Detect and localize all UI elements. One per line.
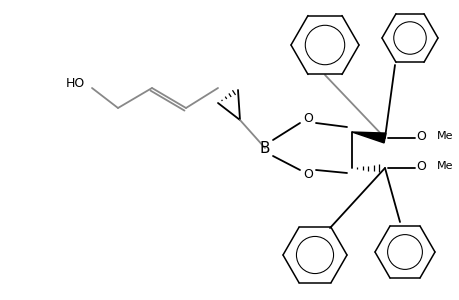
- Text: Me: Me: [436, 131, 453, 141]
- Polygon shape: [351, 132, 385, 143]
- Text: O: O: [415, 130, 425, 142]
- Text: Me: Me: [436, 161, 453, 171]
- Text: O: O: [415, 160, 425, 172]
- Text: HO: HO: [65, 76, 84, 89]
- Text: O: O: [302, 112, 312, 124]
- Text: B: B: [259, 140, 270, 155]
- Text: O: O: [302, 169, 312, 182]
